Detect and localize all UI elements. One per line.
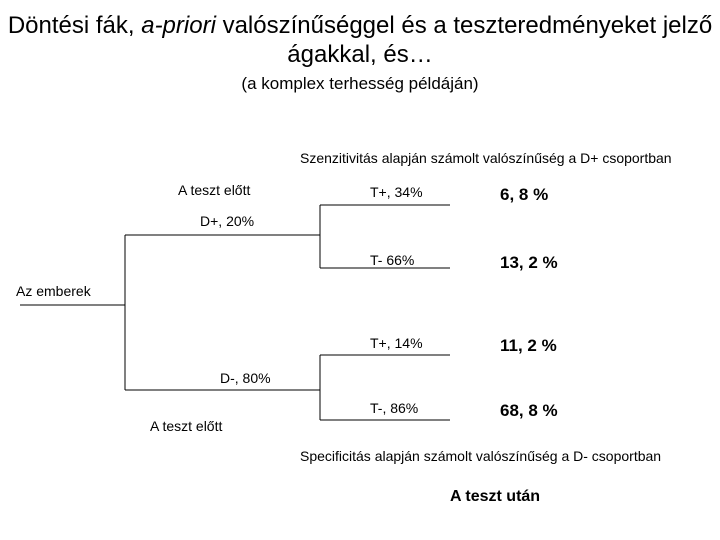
decision-tree-lines bbox=[0, 0, 720, 540]
